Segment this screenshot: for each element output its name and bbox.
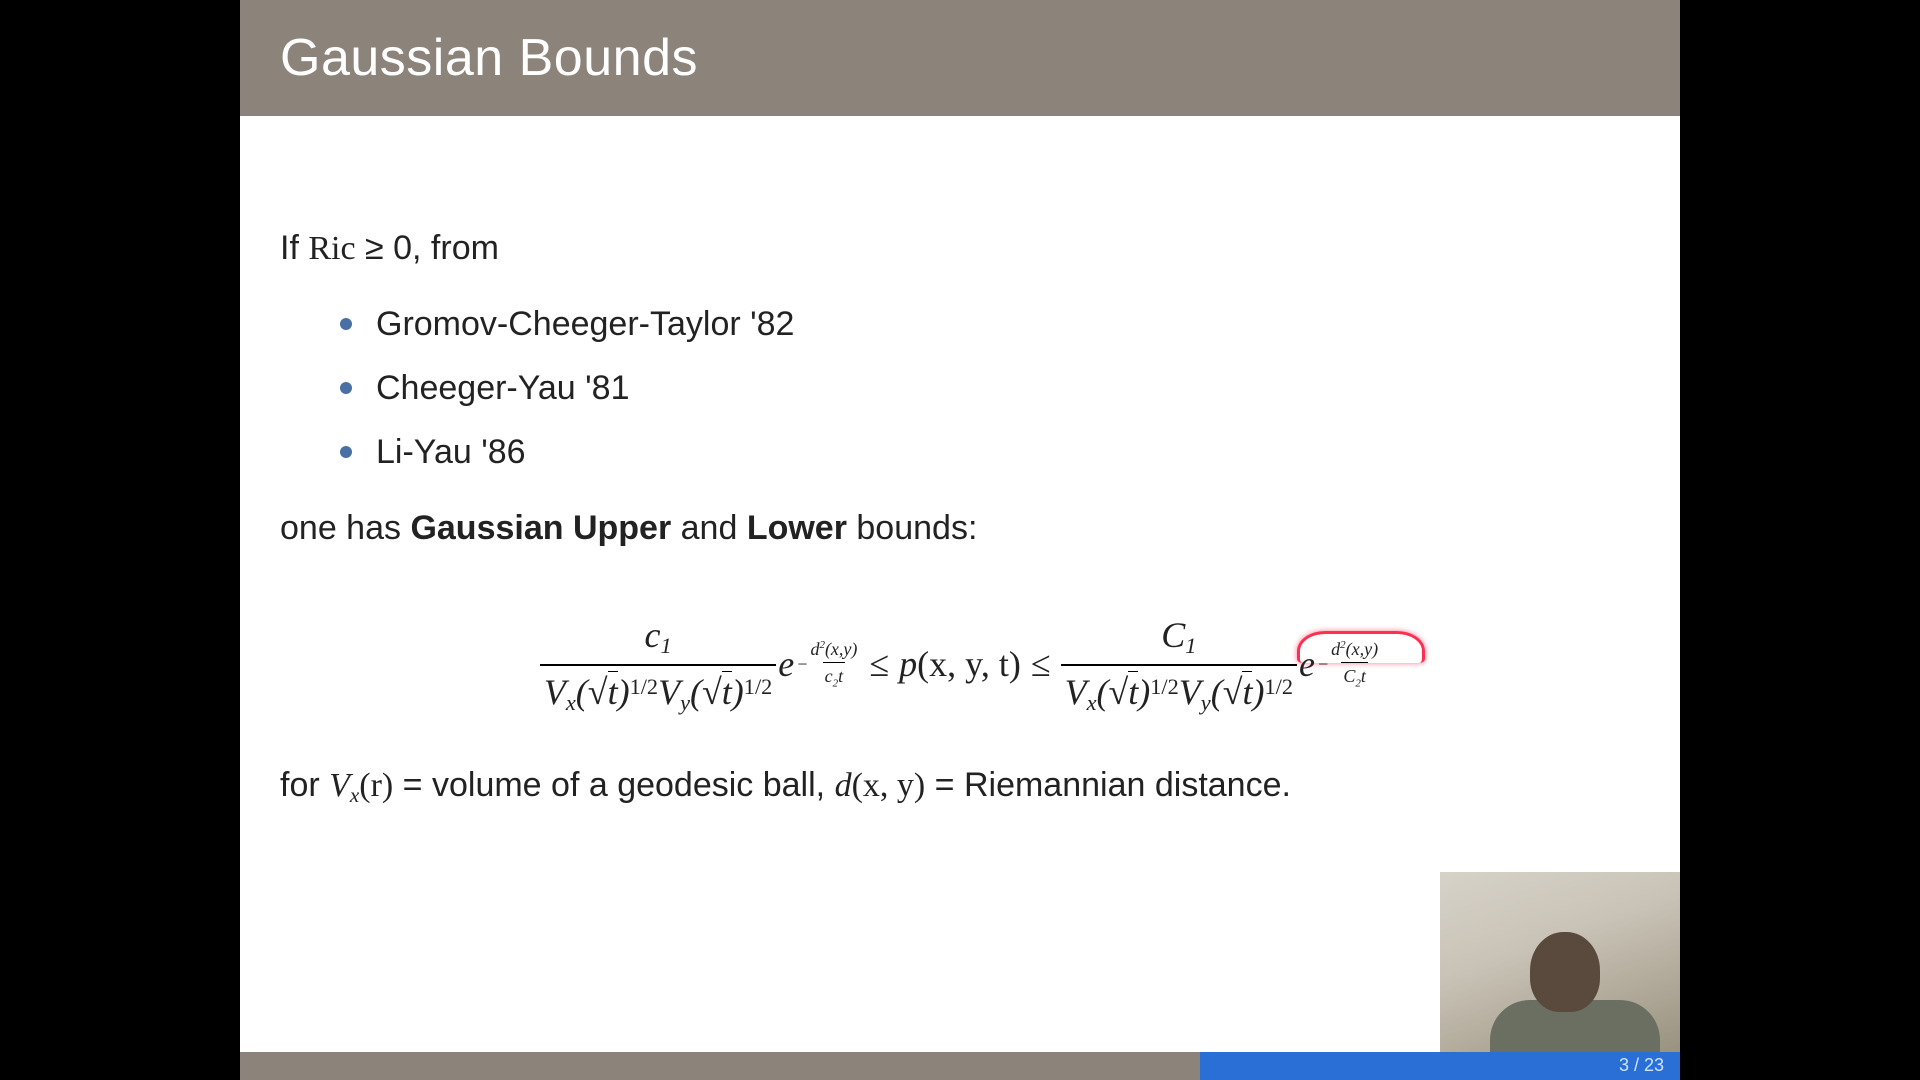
- main-formula: c1 Vx(√t)1/2Vy(√t)1/2 e − d2(x,y) c2t ≤: [280, 611, 1640, 717]
- var: t: [1242, 671, 1252, 712]
- var: V: [1179, 672, 1201, 712]
- var: V: [658, 672, 680, 712]
- var: t: [722, 671, 732, 712]
- var: c: [645, 615, 661, 655]
- mini-fraction: d2(x,y) C2t: [1329, 637, 1380, 692]
- leq: ≤: [1021, 640, 1061, 689]
- person-head: [1530, 932, 1600, 1012]
- sub: x: [1087, 690, 1097, 715]
- mini-fraction: d2(x,y) c2t: [808, 637, 859, 692]
- minus: −: [1317, 652, 1329, 676]
- var: t: [838, 666, 843, 686]
- text: one has: [280, 509, 410, 547]
- rhs-exponent: − d2(x,y) C2t: [1317, 637, 1380, 692]
- var: V: [544, 672, 566, 712]
- page-total: 23: [1644, 1055, 1664, 1075]
- lhs-fraction: c1 Vx(√t)1/2Vy(√t)1/2: [540, 611, 776, 717]
- sqrt: √: [1223, 672, 1243, 712]
- var: c: [825, 666, 833, 686]
- numerator: C1: [1157, 611, 1200, 663]
- var: C: [1343, 666, 1355, 686]
- definitions-line: for Vx(r) = volume of a geodesic ball, d…: [280, 763, 1640, 809]
- var: d: [1331, 639, 1340, 659]
- text: If: [280, 229, 308, 267]
- sqrt: √: [1108, 672, 1128, 712]
- sqrt: √: [702, 672, 722, 712]
- text: ≥ 0,: [356, 229, 431, 267]
- args: (x, y): [852, 767, 926, 804]
- text: and: [671, 509, 747, 547]
- args: (x, y, t): [917, 644, 1021, 684]
- sqrt: √: [588, 672, 608, 712]
- slide-title: Gaussian Bounds: [280, 28, 698, 88]
- var: V: [1065, 672, 1087, 712]
- rhs-fraction: C1 Vx(√t)1/2Vy(√t)1/2: [1061, 611, 1297, 717]
- var: t: [1361, 666, 1366, 686]
- args: (x,y): [825, 639, 857, 659]
- sup: 1/2: [744, 674, 773, 699]
- center-term: p(x, y, t): [899, 640, 1021, 689]
- sub: y: [680, 690, 690, 715]
- sup: 1/2: [1264, 674, 1293, 699]
- reference-list: Gromov-Cheeger-Taylor '82 Cheeger-Yau '8…: [340, 302, 1640, 476]
- ric-symbol: Ric: [308, 230, 355, 267]
- var: d: [835, 767, 852, 804]
- exp-base: e: [1297, 640, 1317, 689]
- webcam-overlay: [1440, 872, 1680, 1052]
- denominator: Vx(√t)1/2Vy(√t)1/2: [540, 664, 776, 718]
- sub: 1: [1185, 633, 1196, 658]
- lhs-exponent: − d2(x,y) c2t: [796, 637, 859, 692]
- footer-bar: 3 / 23: [240, 1052, 1680, 1080]
- text-bold: Gaussian Upper: [410, 509, 671, 547]
- var: V: [329, 767, 350, 804]
- sup: 1/2: [1150, 674, 1179, 699]
- intro-line: If Ric ≥ 0, from: [280, 226, 1640, 272]
- sub: x: [350, 783, 359, 807]
- slide: Gaussian Bounds If Ric ≥ 0, from Gromov-…: [240, 0, 1680, 1080]
- leq: ≤: [859, 640, 899, 689]
- page-number: 3 / 23: [1619, 1055, 1664, 1076]
- sub: y: [1201, 690, 1211, 715]
- denominator: Vx(√t)1/2Vy(√t)1/2: [1061, 664, 1297, 718]
- minus: −: [796, 652, 808, 676]
- args: (x,y): [1346, 639, 1378, 659]
- list-item: Gromov-Cheeger-Taylor '82: [340, 302, 1640, 348]
- sub: x: [566, 690, 576, 715]
- text: bounds:: [847, 509, 977, 547]
- title-bar: Gaussian Bounds: [240, 0, 1680, 116]
- bounds-intro: one has Gaussian Upper and Lower bounds:: [280, 506, 1640, 552]
- numerator: c1: [641, 611, 676, 663]
- var: C: [1161, 615, 1185, 655]
- var: t: [1128, 671, 1138, 712]
- slide-body: If Ric ≥ 0, from Gromov-Cheeger-Taylor '…: [240, 116, 1680, 809]
- text: = volume of a geodesic ball,: [393, 766, 834, 804]
- text: for: [280, 766, 329, 804]
- args: (r): [359, 767, 393, 804]
- text-bold: Lower: [747, 509, 847, 547]
- page-sep: /: [1629, 1055, 1644, 1075]
- page-current: 3: [1619, 1055, 1629, 1075]
- text: from: [431, 229, 499, 267]
- sub: 1: [661, 633, 672, 658]
- list-item: Li-Yau '86: [340, 430, 1640, 476]
- var: p: [899, 644, 917, 684]
- text: = Riemannian distance.: [925, 766, 1291, 804]
- exp-base: e: [776, 640, 796, 689]
- footer-progress: [1200, 1052, 1680, 1080]
- list-item: Cheeger-Yau '81: [340, 366, 1640, 412]
- var: t: [608, 671, 618, 712]
- sup: 1/2: [630, 674, 659, 699]
